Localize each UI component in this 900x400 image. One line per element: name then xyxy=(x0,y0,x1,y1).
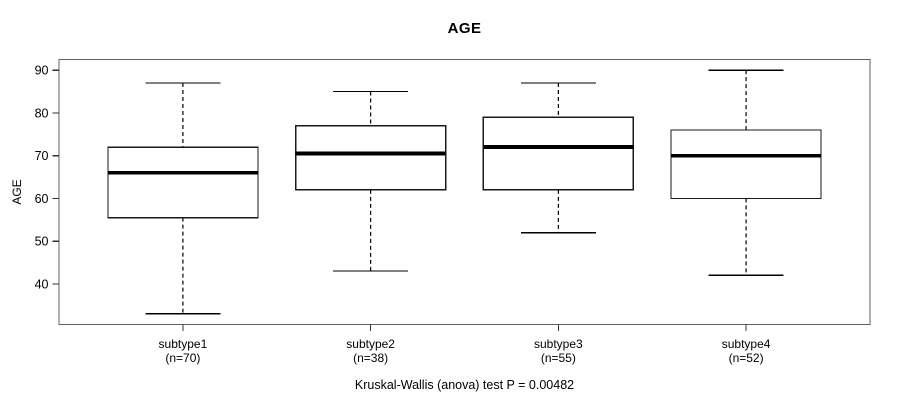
x-category-label: subtype3 xyxy=(534,337,583,351)
box-subtype1: subtype1(n=70) xyxy=(107,82,259,365)
x-category-sublabel: (n=55) xyxy=(541,351,576,365)
x-category-sublabel: (n=70) xyxy=(165,351,200,365)
iqr-box xyxy=(482,116,635,191)
x-category-label: subtype1 xyxy=(159,337,208,351)
y-tick-label: 90 xyxy=(35,64,49,78)
x-category-sublabel: (n=52) xyxy=(729,351,764,365)
stat-test-caption: Kruskal-Wallis (anova) test P = 0.00482 xyxy=(354,378,575,392)
x-category-sublabel: (n=38) xyxy=(353,351,388,365)
box-subtype4: subtype4(n=52) xyxy=(670,69,822,365)
box-subtype3: subtype3(n=55) xyxy=(482,82,635,365)
y-tick-label: 80 xyxy=(35,106,49,120)
y-tick-label: 40 xyxy=(35,277,49,291)
x-category-label: subtype2 xyxy=(346,337,395,351)
x-category-label: subtype4 xyxy=(722,337,771,351)
box-subtype2: subtype2(n=38) xyxy=(294,90,447,365)
iqr-box xyxy=(294,125,447,191)
iqr-box xyxy=(670,129,822,200)
y-tick-label: 60 xyxy=(35,192,49,206)
y-axis: 40 50 60 70 80 90 xyxy=(35,64,59,291)
iqr-box xyxy=(107,146,259,219)
chart-title: AGE xyxy=(447,20,482,37)
plot-frame xyxy=(58,59,871,325)
y-tick-label: 50 xyxy=(35,235,49,249)
y-tick-label: 70 xyxy=(35,149,49,163)
